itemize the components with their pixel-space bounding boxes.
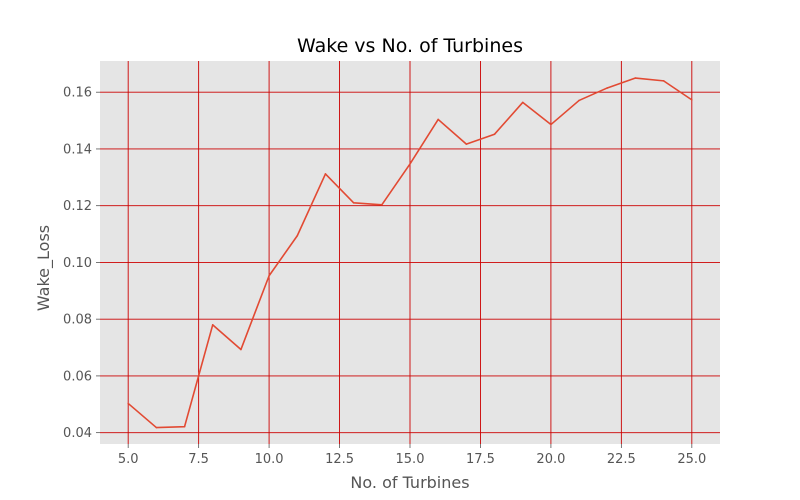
data-point	[155, 426, 158, 429]
y-tick-label: 0.14	[63, 142, 92, 157]
x-axis-label: No. of Turbines	[350, 473, 469, 492]
x-tick-label: 12.5	[325, 452, 354, 467]
data-point	[634, 77, 637, 79]
x-tick-label: 7.5	[188, 452, 209, 467]
y-tick-label: 0.16	[63, 86, 92, 101]
data-point	[352, 202, 355, 204]
data-point	[268, 274, 270, 277]
y-tick-label: 0.10	[63, 256, 92, 271]
y-tick-label: 0.06	[63, 369, 92, 384]
y-axis-label: Wake_Loss	[34, 225, 54, 311]
y-tick-label: 0.12	[63, 199, 92, 214]
y-tick-label: 0.08	[63, 313, 92, 328]
data-point	[211, 324, 214, 326]
data-point	[465, 143, 468, 145]
data-series	[127, 77, 693, 429]
x-tick-label: 5.0	[118, 452, 139, 467]
data-point	[521, 101, 524, 104]
data-point	[183, 425, 186, 428]
data-point	[578, 99, 580, 102]
grid-lines	[100, 61, 720, 444]
x-tick-label: 25.0	[677, 452, 706, 467]
data-point	[437, 118, 439, 121]
data-point	[381, 204, 383, 206]
tick-labels: 5.0 7.5 10.0 12.5 15.0 17.5 20.0 22.5 25.0 0.04 0.…	[63, 86, 706, 467]
data-point	[662, 80, 665, 82]
x-tick-label: 20.0	[536, 452, 565, 467]
chart-title: Wake vs No. of Turbines	[297, 35, 523, 57]
data-point	[606, 87, 609, 89]
x-tick-label: 15.0	[396, 452, 425, 467]
x-tick-label: 10.0	[255, 452, 284, 467]
data-point	[493, 133, 496, 135]
x-tick-label: 17.5	[466, 452, 495, 467]
data-point	[550, 123, 552, 126]
data-point	[691, 99, 693, 101]
y-tick-label: 0.04	[63, 426, 92, 441]
tick-marks	[96, 91, 693, 448]
data-point	[409, 163, 411, 165]
data-point	[127, 402, 129, 405]
x-tick-label: 22.5	[607, 452, 636, 467]
data-point	[324, 173, 327, 175]
data-point	[296, 234, 299, 237]
data-point	[240, 348, 242, 351]
